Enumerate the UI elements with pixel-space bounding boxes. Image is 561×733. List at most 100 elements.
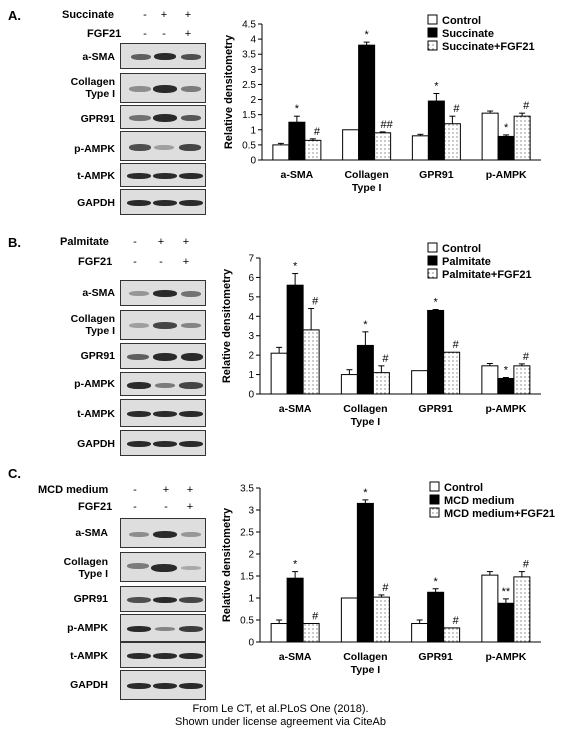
- legend-label: Palmitate+FGF21: [442, 269, 532, 281]
- western-blot-image: [120, 343, 206, 369]
- y-tick-label: 3: [248, 331, 254, 342]
- legend-swatch: [427, 242, 438, 253]
- x-tick-label: Type I: [351, 664, 381, 676]
- y-tick-label: 0: [248, 638, 254, 649]
- y-tick-label: 4: [250, 35, 256, 46]
- blot-label: Collagen Type I: [70, 76, 115, 100]
- significance-marker: #: [523, 351, 530, 363]
- western-blot-image: [120, 189, 206, 215]
- treatment-sign: -: [162, 28, 166, 40]
- bar: [481, 574, 499, 643]
- x-tick-label: Collagen: [343, 651, 387, 663]
- treatment-label: FGF21: [78, 501, 113, 513]
- panel-b: B. Palmitate - + + FGF21 - - + a-SMA Col…: [8, 235, 206, 456]
- legend-swatch: [427, 255, 438, 266]
- bar: [356, 502, 374, 643]
- y-tick-label: 1: [248, 370, 254, 381]
- treatment-sign: -: [133, 236, 137, 248]
- western-blot-image: [120, 310, 206, 340]
- legend-swatch: [427, 27, 438, 38]
- treatment-sign: -: [133, 484, 137, 496]
- y-axis-label: Relative densitometry: [221, 268, 233, 383]
- image-credit: From Le CT, et al.PLoS One (2018). Shown…: [0, 703, 561, 729]
- significance-marker: ##: [381, 119, 394, 131]
- bar: [497, 602, 515, 643]
- significance-marker: *: [363, 487, 368, 499]
- x-tick-label: Type I: [352, 182, 382, 194]
- treatment-sign: +: [157, 236, 165, 248]
- x-tick-label: p-AMPK: [485, 651, 526, 663]
- x-tick-label: GPR91: [418, 651, 453, 663]
- legend-swatch: [429, 507, 440, 518]
- bar: [340, 597, 358, 643]
- significance-marker: **: [502, 586, 511, 598]
- legend-swatch: [429, 481, 440, 492]
- y-tick-label: 0: [250, 156, 256, 167]
- treatment-sign: +: [160, 9, 168, 21]
- legend-swatch: [427, 268, 438, 279]
- significance-marker: *: [364, 29, 369, 41]
- blot-label: t-AMPK: [70, 650, 108, 662]
- significance-marker: *: [434, 81, 439, 93]
- legend-label: Succinate+FGF21: [442, 41, 535, 53]
- western-blot-image: [120, 614, 206, 642]
- y-tick-label: 3: [250, 65, 256, 76]
- significance-marker: *: [433, 296, 438, 308]
- bar: [411, 623, 429, 643]
- y-tick-label: 6: [248, 273, 254, 284]
- blot-label: Collagen Type I: [70, 313, 115, 337]
- bar: [286, 577, 304, 643]
- panel-a: A. Succinate - + + FGF21 - - + a-SMA Col…: [0, 0, 561, 236]
- x-tick-label: GPR91: [419, 169, 454, 181]
- significance-marker: *: [504, 364, 509, 376]
- y-tick-label: 1: [248, 594, 254, 605]
- y-tick-label: 2.5: [240, 528, 254, 539]
- treatment-sign: -: [143, 9, 147, 21]
- y-tick-label: 4.5: [242, 20, 256, 31]
- y-tick-label: 2: [248, 550, 254, 561]
- x-tick-label: a-SMA: [281, 169, 314, 181]
- legend-label: Control: [442, 243, 481, 255]
- x-tick-label: p-AMPK: [485, 403, 526, 415]
- treatment-sign: -: [143, 28, 147, 40]
- treatment-sign: +: [182, 236, 190, 248]
- bar: [270, 623, 288, 643]
- blot-label: t-AMPK: [77, 170, 115, 182]
- treatment-sign: +: [184, 28, 192, 40]
- western-blot-image: [120, 670, 206, 700]
- y-tick-label: 0.5: [242, 140, 256, 151]
- credit-line: From Le CT, et al.PLoS One (2018).: [192, 703, 369, 715]
- legend-label: Succinate: [442, 28, 494, 40]
- x-tick-label: a-SMA: [279, 651, 312, 663]
- treatment-label: FGF21: [78, 256, 113, 268]
- y-tick-label: 7: [248, 254, 254, 265]
- y-tick-label: 0.5: [240, 616, 254, 627]
- significance-marker: *: [295, 103, 300, 115]
- bar: [372, 596, 390, 643]
- y-tick-label: 2: [250, 95, 256, 106]
- blot-label: GAPDH: [77, 438, 115, 450]
- western-blot-image: [120, 105, 206, 129]
- treatment-label: Succinate: [62, 9, 114, 21]
- significance-marker: #: [523, 100, 530, 112]
- treatment-sign: -: [133, 501, 137, 513]
- treatment-sign: +: [184, 9, 192, 21]
- blot-label: GPR91: [80, 350, 115, 362]
- significance-marker: *: [293, 559, 298, 571]
- legend-swatch: [427, 40, 438, 51]
- blot-label: GAPDH: [70, 679, 108, 691]
- significance-marker: *: [363, 319, 368, 331]
- significance-marker: *: [293, 261, 298, 273]
- significance-marker: *: [504, 122, 509, 134]
- bar-chart: 0 0.5 1 1.5 2 2.5 3 3.5 Relative densitometry * # a…: [221, 481, 555, 676]
- panel-letter: C.: [8, 466, 21, 481]
- bar: [513, 576, 531, 643]
- blot-label: p-AMPK: [74, 143, 115, 155]
- y-axis-label: Relative densitometry: [223, 34, 235, 149]
- western-blot-image: [120, 642, 206, 668]
- blot-label: Collagen Type I: [63, 556, 108, 580]
- x-tick-label: GPR91: [418, 403, 453, 415]
- y-tick-label: 2.5: [242, 80, 256, 91]
- x-tick-label: p-AMPK: [486, 169, 527, 181]
